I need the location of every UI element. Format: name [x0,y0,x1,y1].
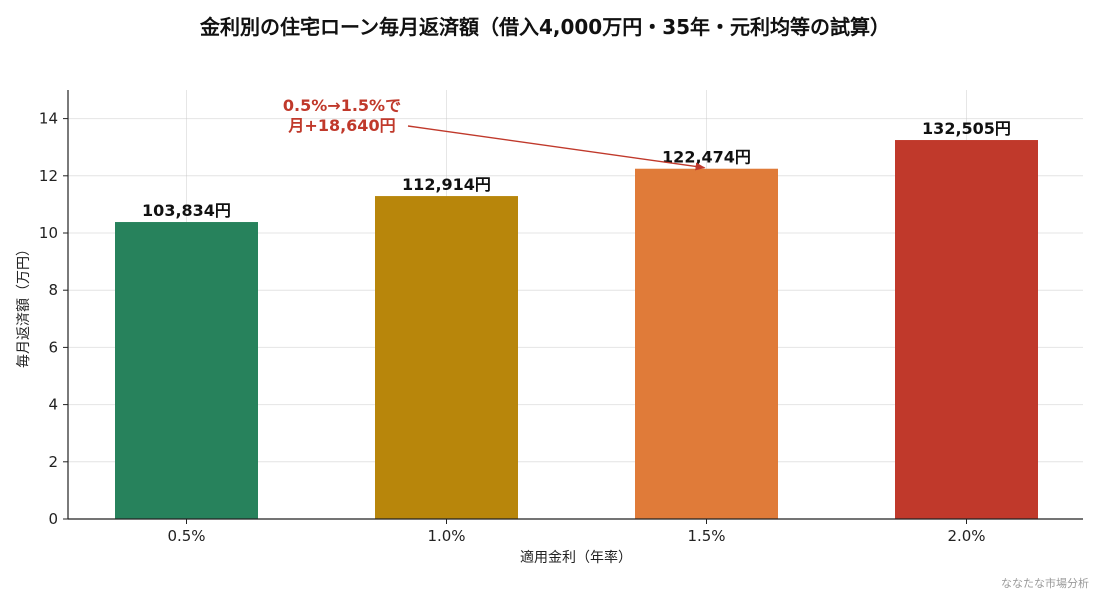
y-tick-label-5: 10 [39,224,58,242]
annotation-arrow [407,125,706,171]
x-tick-label-0: 0.5% [167,527,205,545]
x-tick-label-2: 1.5% [687,527,725,545]
y-tick-label-4: 8 [48,281,58,299]
bar-0 [115,222,258,519]
y-tick-label-6: 12 [39,167,58,185]
y-axis-label: 毎月返済額（万円） [16,242,32,368]
data-labels: 103,834円 112,914円 122,474円 132,505円 [142,119,1011,220]
y-tick-label-7: 14 [39,110,58,128]
x-tick-label-3: 2.0% [947,527,985,545]
bar-3 [895,140,1038,519]
y-tick-label-1: 2 [48,453,58,471]
annotation-text-line-0: 0.5%→1.5%で [283,96,401,115]
y-tick-label-2: 4 [48,396,58,414]
chart-title: 金利別の住宅ローン毎月返済額（借入4,000万円・35年・元利均等の試算） [199,15,890,39]
watermark: ななたな市場分析 [1001,576,1089,590]
data-label-1: 112,914円 [402,175,491,194]
axes [63,90,1083,524]
data-label-2: 122,474円 [662,148,751,167]
annotation-text-line-1: 月+18,640円 [287,116,395,135]
data-label-3: 132,505円 [922,119,1011,138]
y-tick-label-0: 0 [48,510,58,528]
bar-2 [635,168,778,519]
x-axis-label: 適用金利（年率） [520,549,632,566]
data-label-0: 103,834円 [142,201,231,220]
x-tick-label-1: 1.0% [427,527,465,545]
annotation: 0.5%→1.5%で月+18,640円 [283,96,706,171]
bars [115,140,1038,519]
y-tick-label-3: 6 [48,338,58,356]
bar-1 [375,196,518,519]
tick-labels: 0 2 4 6 8 10 12 14 0.5% 1.0% 1.5% 2.0% [39,110,986,545]
